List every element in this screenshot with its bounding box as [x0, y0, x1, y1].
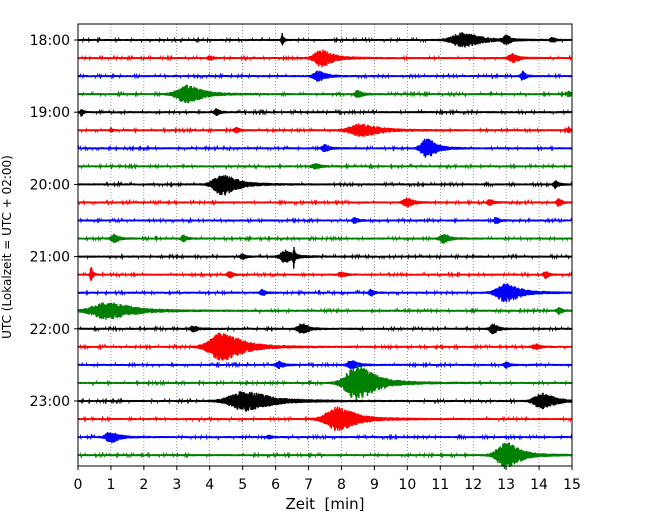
x-tick-label: 11 — [431, 477, 449, 493]
trace-19:00 — [77, 108, 573, 117]
trace-23:15 — [77, 406, 573, 431]
x-tick-label: 3 — [172, 477, 181, 493]
trace-22:30 — [77, 360, 573, 370]
x-tick-label: 14 — [530, 477, 548, 493]
trace-19:15 — [77, 123, 573, 137]
x-tick-label: 4 — [205, 477, 214, 493]
y-tick-label: 22:00 — [30, 322, 70, 338]
trace-22:45 — [77, 364, 573, 402]
x-tick-label: 8 — [337, 477, 346, 493]
trace-21:15 — [77, 266, 573, 281]
traces-group — [77, 32, 573, 470]
x-tick-label: 15 — [563, 477, 581, 493]
trace-22:15 — [77, 332, 573, 361]
x-tick-label: 0 — [74, 477, 83, 493]
x-tick-label: 1 — [106, 477, 115, 493]
y-tick-label: 23:00 — [30, 394, 70, 410]
trace-19:45 — [77, 162, 573, 170]
trace-20:45 — [77, 233, 573, 244]
y-tick-label: 20:00 — [30, 177, 70, 193]
trace-20:30 — [77, 217, 573, 225]
x-tick-label: 9 — [370, 477, 379, 493]
trace-21:45 — [77, 302, 573, 320]
trace-23:45 — [77, 442, 573, 470]
x-axis-label: Zeit [min] — [285, 495, 364, 513]
trace-23:30 — [77, 432, 573, 444]
trace-18:00 — [77, 32, 573, 48]
trace-18:15 — [77, 49, 573, 68]
trace-18:30 — [77, 70, 573, 82]
y-tick-label: 19:00 — [30, 105, 70, 121]
trace-22:00 — [77, 323, 573, 335]
trace-18:45 — [77, 84, 573, 104]
x-tick-label: 5 — [238, 477, 247, 493]
x-tick-label: 10 — [398, 477, 416, 493]
y-axis-label: UTC (Lokalzeit = UTC + 02:00) — [0, 155, 14, 339]
trace-21:00 — [77, 246, 573, 269]
trace-20:15 — [77, 197, 573, 208]
x-tick-label: 2 — [139, 477, 148, 493]
y-tick-label: 21:00 — [30, 250, 70, 266]
y-axis: 18:00 19:00 20:00 21:00 22:00 23:00 — [30, 33, 78, 410]
plot-frame — [77, 23, 573, 467]
trace-20:00 — [77, 174, 573, 196]
x-tick-label: 13 — [497, 477, 515, 493]
y-tick-label: 18:00 — [30, 33, 70, 49]
trace-19:30 — [77, 138, 573, 158]
x-tick-label: 7 — [304, 477, 313, 493]
x-tick-label: 6 — [271, 477, 280, 493]
trace-21:30 — [77, 283, 573, 303]
x-tick-label: 12 — [464, 477, 482, 493]
x-axis: 0 1 2 3 4 5 6 7 8 9 10 11 12 13 14 15 — [74, 466, 581, 493]
trace-23:00 — [77, 391, 573, 412]
